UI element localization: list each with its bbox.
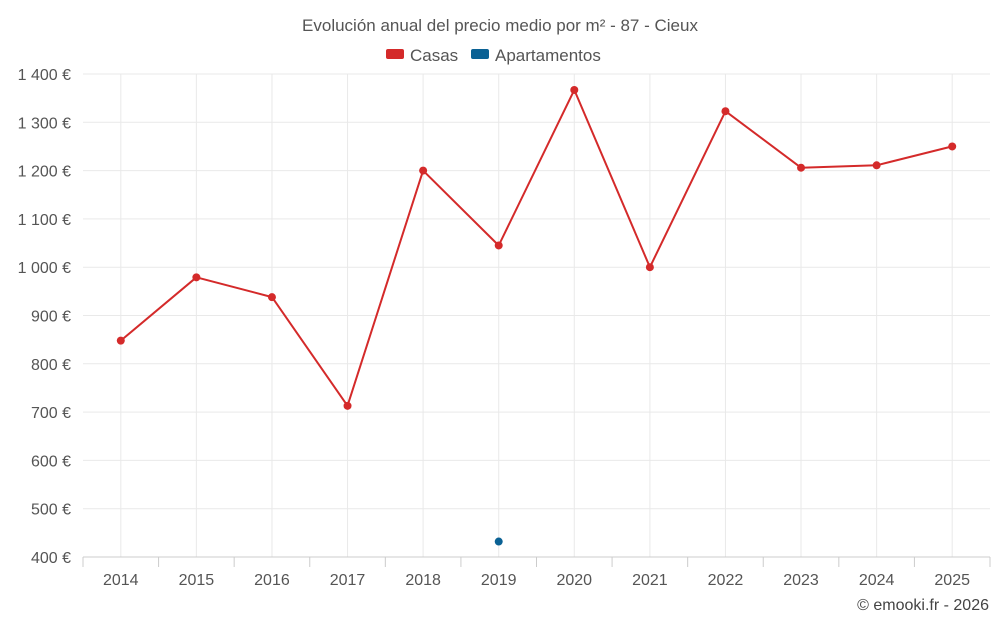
x-tick-label: 2022 [708, 572, 744, 589]
legend-label-apartamentos: Apartamentos [495, 46, 601, 65]
data-point-apartamentos-2019[interactable] [494, 537, 503, 546]
data-point-casas-2025[interactable] [948, 142, 957, 151]
legend-swatch-apartamentos [471, 49, 489, 59]
y-tick-label: 1 100 € [18, 212, 71, 229]
data-point-casas-2014[interactable] [116, 336, 125, 345]
x-tick-label: 2016 [254, 572, 290, 589]
y-tick-label: 900 € [31, 309, 71, 326]
legend: Casas Apartamentos [386, 46, 601, 65]
legend-swatch-casas [386, 49, 404, 59]
y-axis: 400 € 500 € 600 € 700 € 800 € 900 € 1 000 € 1 1… [18, 67, 71, 567]
y-tick-label: 600 € [31, 453, 71, 470]
chart-title: Evolución anual del precio medio por m² … [302, 16, 698, 35]
x-tick-label: 2021 [632, 572, 668, 589]
plot-area [116, 85, 957, 546]
credit-text: © emooki.fr - 2026 [857, 597, 989, 614]
x-tick-label: 2025 [934, 572, 970, 589]
legend-item-casas[interactable]: Casas [386, 46, 458, 65]
x-tick-label: 2019 [481, 572, 517, 589]
y-tick-label: 700 € [31, 405, 71, 422]
series-line-casas [120, 88, 953, 407]
x-tick-label: 2024 [859, 572, 895, 589]
y-tick-label: 1 300 € [18, 115, 71, 132]
y-tick-label: 1 400 € [18, 67, 71, 84]
y-tick-label: 1 200 € [18, 164, 71, 181]
y-tick-label: 800 € [31, 357, 71, 374]
x-tick-label: 2014 [103, 572, 139, 589]
data-point-casas-2024[interactable] [872, 161, 881, 170]
data-point-casas-2021[interactable] [645, 263, 654, 272]
grid [83, 73, 990, 557]
data-point-casas-2015[interactable] [192, 273, 201, 282]
y-tick-label: 1 000 € [18, 260, 71, 277]
x-axis: 2014 2015 2016 2017 2018 2019 2020 2021 2022 2023… [82, 556, 991, 589]
legend-label-casas: Casas [410, 46, 458, 65]
x-tick-label: 2023 [783, 572, 819, 589]
data-point-casas-2018[interactable] [419, 166, 428, 175]
data-point-casas-2019[interactable] [494, 241, 503, 250]
data-point-casas-2017[interactable] [343, 401, 352, 410]
data-point-casas-2022[interactable] [721, 107, 730, 116]
x-tick-label: 2020 [556, 572, 592, 589]
x-tick-label: 2018 [405, 572, 441, 589]
y-tick-label: 500 € [31, 502, 71, 519]
y-tick-label: 400 € [31, 550, 71, 567]
data-point-casas-2020[interactable] [570, 85, 579, 94]
legend-item-apartamentos[interactable]: Apartamentos [471, 46, 601, 65]
x-tick-label: 2015 [179, 572, 215, 589]
data-point-casas-2016[interactable] [267, 293, 276, 302]
x-tick-label: 2017 [330, 572, 366, 589]
data-point-casas-2023[interactable] [797, 163, 806, 172]
